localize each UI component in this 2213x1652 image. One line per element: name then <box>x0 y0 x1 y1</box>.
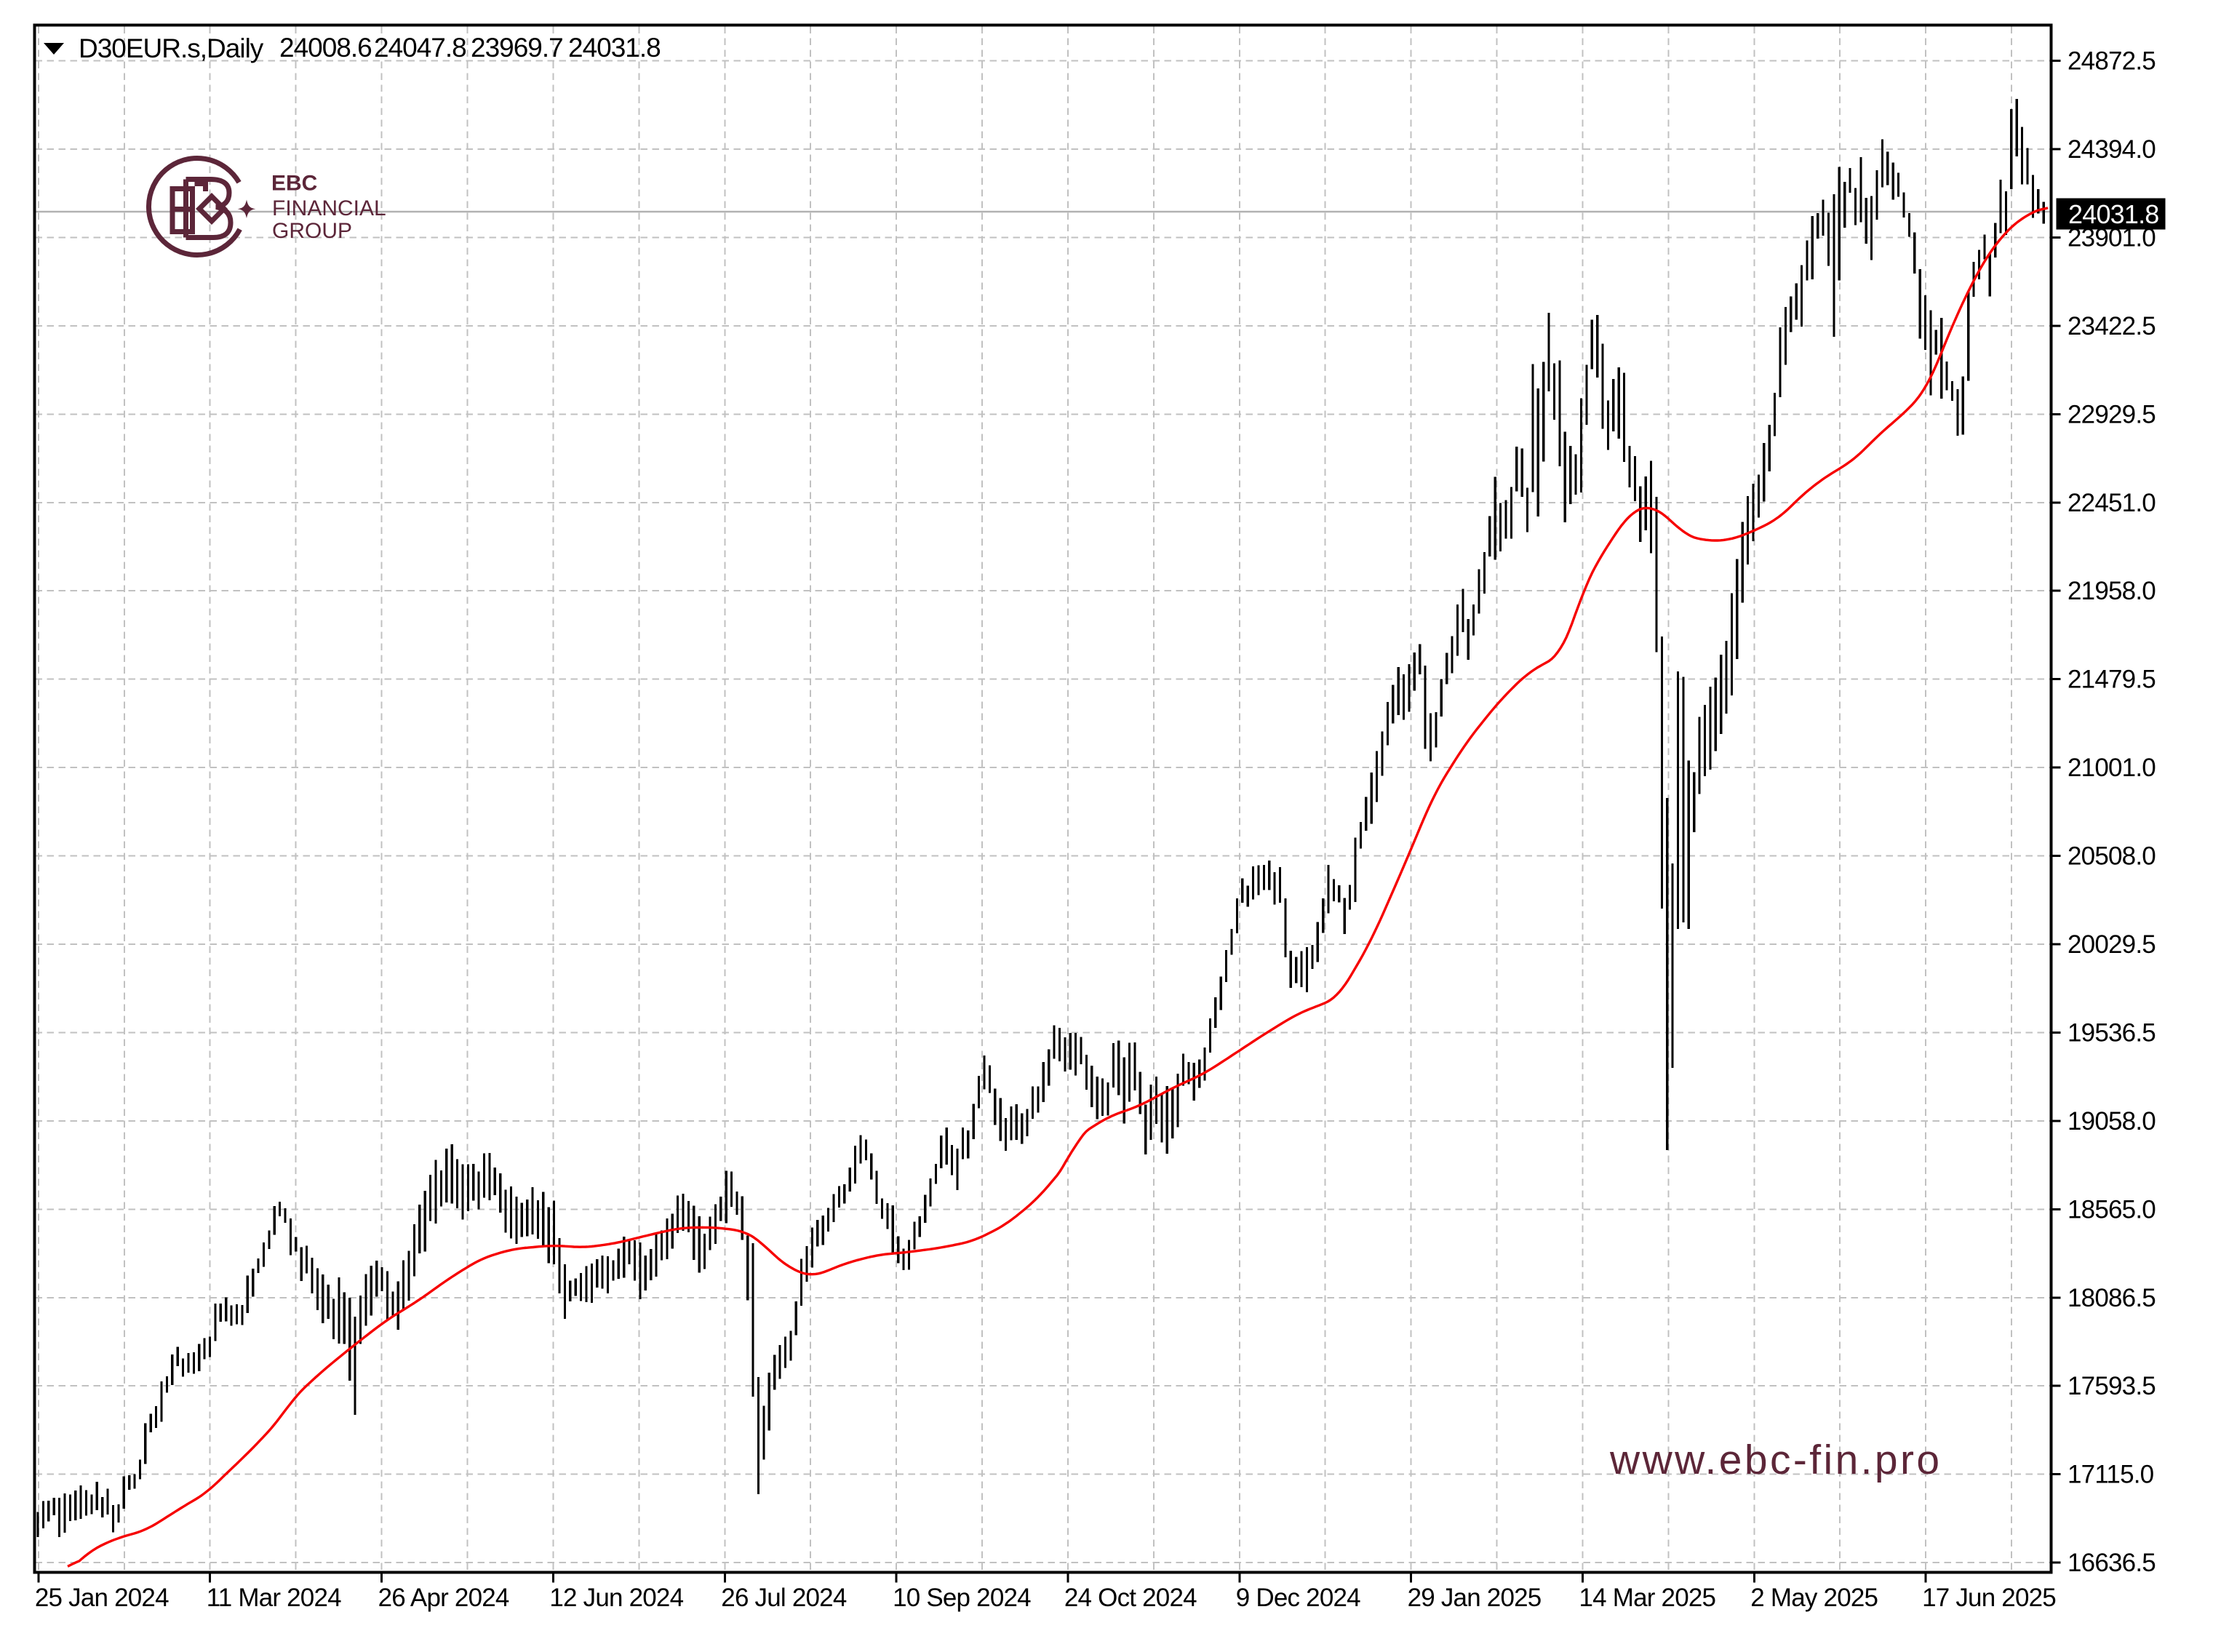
svg-text:21479.5: 21479.5 <box>2068 666 2156 694</box>
svg-text:20029.5: 20029.5 <box>2068 930 2156 959</box>
svg-text:24872.5: 24872.5 <box>2068 47 2156 76</box>
svg-text:www.ebc-fin.pro: www.ebc-fin.pro <box>1609 1437 1942 1483</box>
svg-text:19058.0: 19058.0 <box>2068 1107 2156 1136</box>
svg-text:21958.0: 21958.0 <box>2068 577 2156 605</box>
svg-text:24 Oct 2024: 24 Oct 2024 <box>1064 1584 1197 1612</box>
svg-text:18565.0: 18565.0 <box>2068 1195 2156 1224</box>
svg-text:17115.0: 17115.0 <box>2068 1461 2154 1489</box>
svg-text:12 Jun 2024: 12 Jun 2024 <box>549 1584 683 1612</box>
svg-text:11 Mar 2024: 11 Mar 2024 <box>207 1584 341 1612</box>
svg-text:10 Sep 2024: 10 Sep 2024 <box>893 1584 1031 1612</box>
svg-text:24008.6: 24008.6 <box>279 33 372 63</box>
svg-text:GROUP: GROUP <box>272 219 352 243</box>
svg-text:FINANCIAL: FINANCIAL <box>272 196 386 220</box>
svg-text:24031.8: 24031.8 <box>568 33 661 63</box>
svg-text:EBC: EBC <box>271 172 317 196</box>
svg-text:22451.0: 22451.0 <box>2068 489 2156 517</box>
svg-text:21001.0: 21001.0 <box>2068 754 2156 782</box>
svg-text:18086.5: 18086.5 <box>2068 1284 2156 1312</box>
svg-text:22929.5: 22929.5 <box>2068 400 2156 428</box>
svg-text:17593.5: 17593.5 <box>2068 1372 2156 1400</box>
svg-text:17 Jun 2025: 17 Jun 2025 <box>1922 1584 2056 1612</box>
svg-text:24047.8: 24047.8 <box>374 33 466 63</box>
svg-text:14 Mar 2025: 14 Mar 2025 <box>1579 1584 1716 1612</box>
svg-text:16636.5: 16636.5 <box>2068 1549 2156 1577</box>
svg-text:25 Jan 2024: 25 Jan 2024 <box>35 1584 169 1612</box>
svg-text:24394.0: 24394.0 <box>2068 135 2156 164</box>
svg-text:19536.5: 19536.5 <box>2068 1019 2156 1048</box>
svg-text:24031.8: 24031.8 <box>2068 199 2159 229</box>
svg-text:2 May 2025: 2 May 2025 <box>1750 1584 1878 1612</box>
svg-text:20508.0: 20508.0 <box>2068 842 2156 871</box>
svg-text:D30EUR.s,Daily: D30EUR.s,Daily <box>79 33 264 63</box>
svg-text:26 Jul 2024: 26 Jul 2024 <box>721 1584 847 1612</box>
svg-text:26 Apr 2024: 26 Apr 2024 <box>378 1584 509 1612</box>
svg-text:29 Jan 2025: 29 Jan 2025 <box>1408 1584 1542 1612</box>
svg-text:9 Dec 2024: 9 Dec 2024 <box>1236 1584 1360 1612</box>
svg-text:23422.5: 23422.5 <box>2068 312 2156 340</box>
svg-text:23969.7: 23969.7 <box>471 33 563 63</box>
